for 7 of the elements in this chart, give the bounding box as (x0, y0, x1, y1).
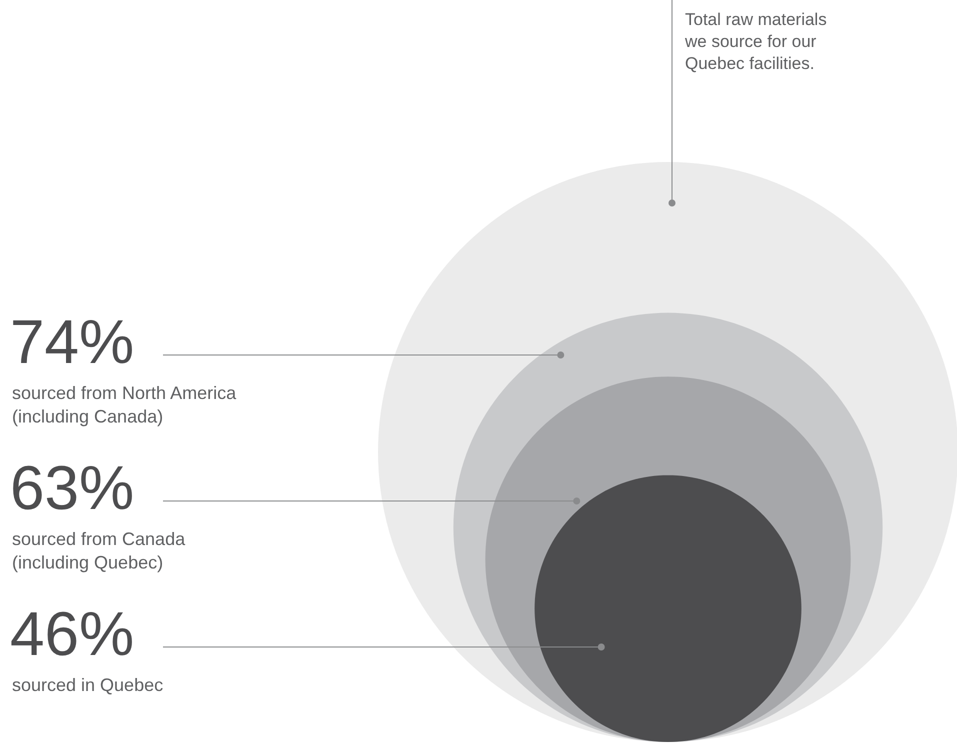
category-label: sourced from North America (including Canada) (12, 383, 238, 426)
category-label: sourced in Quebec (12, 675, 164, 695)
data-label: 63% (10, 454, 134, 523)
data-label: 46% (10, 600, 134, 669)
data-label: 74% (10, 308, 134, 377)
category-label: sourced from Canada (including Quebec) (12, 529, 186, 572)
category-label: Total raw materials we source for our Quebec facilities. (684, 10, 827, 74)
